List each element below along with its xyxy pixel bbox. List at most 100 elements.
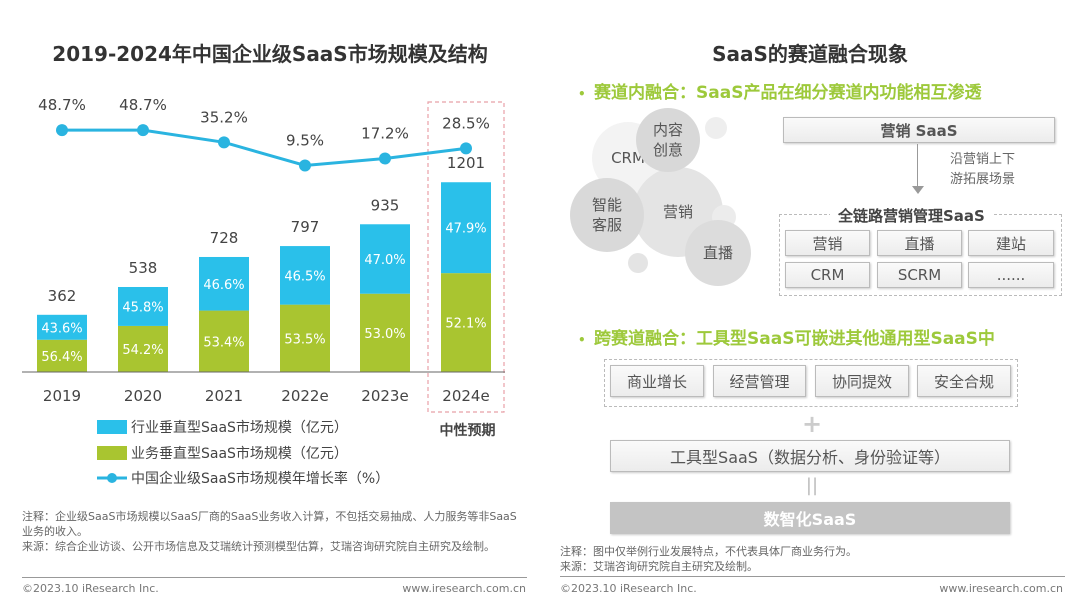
bar-share-label: 54.2%	[122, 343, 163, 358]
growth-label: 48.7%	[38, 96, 86, 114]
bar-share-label: 53.4%	[203, 335, 244, 350]
bar-segment-business	[360, 293, 410, 372]
general-frame	[604, 359, 1018, 407]
growth-label: 17.2%	[361, 125, 409, 143]
legend-marker	[107, 473, 117, 483]
bar-share-label: 52.1%	[445, 317, 486, 332]
x-tick-label: 2024e	[442, 387, 489, 405]
growth-point	[137, 124, 149, 137]
x-tick-label: 2020	[124, 387, 162, 405]
growth-label: 48.7%	[119, 96, 167, 114]
growth-point	[460, 142, 472, 155]
growth-line	[62, 128, 467, 167]
bar-total-label: 1201	[447, 154, 485, 172]
growth-point	[299, 159, 311, 172]
bar-share-label: 45.8%	[122, 300, 163, 315]
bar-total-label: 935	[371, 196, 400, 214]
bar-segment-business	[199, 310, 249, 372]
growth-point	[56, 124, 68, 137]
legend-label: 中国企业级SaaS市场规模年增长率（%）	[131, 470, 389, 487]
general-item: 经营管理	[713, 365, 806, 397]
arrow-text: 沿营销上下 游拓展场景	[950, 150, 1015, 190]
bar-share-label: 46.5%	[284, 269, 325, 284]
website: www.iresearch.com.cn	[939, 582, 1063, 595]
bar-segment-business	[441, 273, 491, 372]
bar-total-label: 728	[210, 229, 239, 247]
bar-segment-industry	[118, 286, 168, 326]
bubble-content: 内容创意	[636, 108, 700, 172]
left-note: 注释：企业级SaaS市场规模以SaaS厂商的SaaS业务收入计算，不包括交易抽成…	[22, 510, 517, 538]
bar-line-chart: 56.4% 43.6% 362 2019 54.2% 45.8% 538 2020 53.4% 4…	[22, 96, 505, 487]
chain-item: 营销	[785, 230, 870, 256]
subtitle-cross: • 跨赛道融合：工具型SaaS可嵌进其他通用型SaaS中	[578, 329, 995, 349]
bar-total-label: 362	[48, 287, 77, 305]
legend-label: 行业垂直型SaaS市场规模（亿元）	[131, 419, 348, 436]
bubble-deco	[705, 117, 727, 139]
chain-item: CRM	[785, 262, 870, 288]
bar-share-label: 53.5%	[284, 332, 325, 347]
bubble-live: 直播	[685, 220, 751, 286]
subtitle-intra: • 赛道内融合：SaaS产品在细分赛道内功能相互渗透	[578, 83, 982, 103]
bar-segment-business	[280, 304, 330, 372]
divider	[560, 576, 1065, 577]
forecast-frame	[427, 101, 505, 413]
bubble-service: 智能客服	[570, 178, 644, 252]
divider	[22, 577, 527, 578]
subtitle-intra-text: 赛道内融合：SaaS产品在细分赛道内功能相互渗透	[594, 83, 982, 103]
legend-label: 业务垂直型SaaS市场规模（亿元）	[131, 445, 348, 462]
copyright: ©2023.10 iResearch Inc.	[22, 582, 159, 595]
website: www.iresearch.com.cn	[402, 582, 526, 595]
bar-share-label: 46.6%	[203, 278, 244, 293]
general-item: 安全合规	[917, 365, 1011, 397]
left-source: 来源：综合企业访谈、公开市场信息及艾瑞统计预测模型估算，艾瑞咨询研究院自主研究及…	[22, 540, 495, 553]
right-title: SaaS的赛道融合现象	[712, 42, 908, 66]
arrow-line	[917, 144, 918, 186]
tool-saas-box: 工具型SaaS（数据分析、身份验证等）	[610, 440, 1010, 472]
chart-title: 2019-2024年中国企业级SaaS市场规模及结构	[52, 42, 488, 66]
bar-share-label: 56.4%	[41, 350, 82, 365]
growth-point	[379, 152, 391, 165]
x-tick-label: 2022e	[281, 387, 328, 405]
bar-total-label: 538	[129, 259, 158, 277]
chain-item: 直播	[877, 230, 962, 256]
bar-share-label: 53.0%	[364, 327, 405, 342]
digital-saas-box: 数智化SaaS	[610, 502, 1010, 534]
bar-segment-business	[37, 339, 87, 372]
growth-label: 35.2%	[200, 108, 248, 126]
bar-segment-industry	[360, 224, 410, 294]
marketing-saas-box: 营销 SaaS	[783, 117, 1055, 143]
right-note: 注释：图中仅举例行业发展特点，不代表具体厂商业务行为。	[560, 545, 857, 558]
plus-icon: +	[801, 410, 823, 438]
legend-swatch	[97, 446, 127, 460]
right-source: 来源：艾瑞咨询研究院自主研究及绘制。	[560, 560, 758, 573]
copyright: ©2023.10 iResearch Inc.	[560, 582, 697, 595]
equals-icon: ||	[805, 475, 819, 496]
chain-item: ......	[968, 262, 1054, 288]
bar-segment-industry	[199, 256, 249, 311]
bar-share-label: 47.0%	[364, 253, 405, 268]
x-tick-label: 2021	[205, 387, 243, 405]
chain-item: 建站	[968, 230, 1054, 256]
bar-segment-industry	[280, 246, 330, 305]
forecast-label: 中性预期	[439, 423, 496, 439]
general-item: 商业增长	[610, 365, 704, 397]
bar-total-label: 797	[291, 218, 320, 236]
bar-share-label: 47.9%	[445, 222, 486, 237]
subtitle-cross-text: 跨赛道融合：工具型SaaS可嵌进其他通用型SaaS中	[594, 329, 995, 349]
general-item: 协同提效	[815, 365, 909, 397]
bar-segment-industry	[37, 314, 87, 340]
x-tick-label: 2019	[43, 387, 81, 405]
bubble-deco	[628, 253, 648, 273]
bar-segment-industry	[441, 182, 491, 274]
bubble-marketing: 营销	[633, 167, 723, 257]
chain-item: SCRM	[877, 262, 962, 288]
legend-swatch	[97, 420, 127, 434]
arrow-text-line: 游拓展场景	[950, 172, 1016, 187]
x-tick-label: 2023e	[361, 387, 408, 405]
arrow-down-icon	[912, 186, 924, 194]
full-chain-title: 全链路营销管理SaaS	[830, 205, 993, 226]
bar-segment-business	[118, 325, 168, 372]
growth-label: 28.5%	[442, 114, 490, 132]
growth-label: 9.5%	[286, 131, 324, 149]
bar-share-label: 43.6%	[41, 321, 82, 336]
